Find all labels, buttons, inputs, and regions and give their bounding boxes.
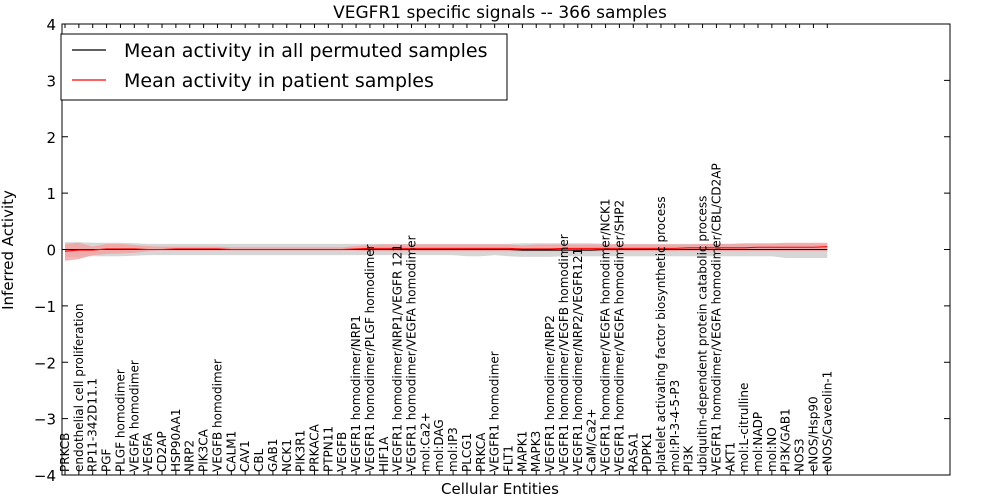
x-tick-label: VEGFR1 homodimer/NRP1/VEGFR 121 xyxy=(391,244,405,472)
y-tick-label: 0 xyxy=(46,242,56,260)
y-tick-label: 1 xyxy=(46,185,56,203)
x-tick-label: VEGFR1 homodimer xyxy=(488,351,502,472)
x-tick-label: platelet activating factor biosynthetic … xyxy=(654,196,668,472)
y-tick-label: 2 xyxy=(46,129,56,147)
x-tick-label: NOS3 xyxy=(793,438,807,472)
x-tick-label: VEGFR1 homodimer/NRP1 xyxy=(349,315,363,472)
legend: Mean activity in all permuted samples Mea… xyxy=(60,33,508,101)
x-axis-label: Cellular Entities xyxy=(441,480,559,498)
x-tick-label: VEGFA xyxy=(141,432,155,472)
x-tick-label: PI3K/GAB1 xyxy=(779,408,793,472)
x-tick-label: VEGFR1 homodimer/NRP2 xyxy=(543,315,557,472)
x-tick-label: PLCG1 xyxy=(460,433,474,472)
legend-label: Mean activity in patient samples xyxy=(124,70,434,92)
y-tick-label: −1 xyxy=(34,298,56,316)
y-axis-label: Inferred Activity xyxy=(0,190,17,310)
x-tick-label: PRKCA xyxy=(474,432,488,472)
x-axis: PRKCB endothelial cell proliferation RP11-… xyxy=(58,24,834,475)
y-tick-label: 3 xyxy=(46,72,56,90)
x-tick-label: PGF xyxy=(100,448,114,472)
x-tick-label: VEGFR1 homodimer/VEGFB homodimer xyxy=(557,234,571,472)
x-tick-label: VEGFB xyxy=(335,432,349,472)
y-tick-label: 4 xyxy=(46,16,56,34)
x-tick-label: VEGFR1 homodimer/PLGF homodimer xyxy=(363,244,377,472)
x-tick-label: HSP90AA1 xyxy=(169,408,183,472)
x-tick-label: VEGFR1 homodimer/VEGFA homodimer xyxy=(405,235,419,472)
y-tick-label: −4 xyxy=(34,467,56,485)
x-tick-label: PIK3R1 xyxy=(294,430,308,472)
x-tick-label: mol:NADP xyxy=(751,412,765,472)
x-tick-label: NCK1 xyxy=(280,439,294,472)
x-tick-label: mol:Ca2+ xyxy=(418,412,432,472)
x-tick-label: VEGFA homodimer xyxy=(127,360,141,472)
chart-title: VEGFR1 specific signals -- 366 samples xyxy=(333,3,667,23)
x-tick-label: VEGFR1 homodimer/VEGFA homodimer/SHP2 xyxy=(612,200,626,472)
x-tick-label: RASA1 xyxy=(626,432,640,472)
x-tick-label: PDPK1 xyxy=(640,433,654,472)
x-tick-label: endothelial cell proliferation xyxy=(72,304,86,472)
x-tick-label: MAPK1 xyxy=(515,431,529,472)
x-tick-label: mol:L-citrulline xyxy=(737,383,751,472)
x-tick-label: ubiquitin-dependent protein catabolic pr… xyxy=(696,196,710,472)
x-tick-label: HIF1A xyxy=(377,436,391,472)
x-tick-label: PTPN11 xyxy=(321,426,335,472)
series-lines xyxy=(64,246,828,252)
x-tick-label: VEGFR1 homodimer/NRP2/VEGFR121 xyxy=(571,248,585,472)
x-tick-label: PRKCB xyxy=(58,433,72,472)
x-tick-label: mol:IP3 xyxy=(446,427,460,472)
y-axis: 4 3 2 1 0 −1 −2 −3 −4 xyxy=(34,16,950,485)
x-tick-label: PIK3CA xyxy=(197,428,211,472)
x-tick-label: eNOS/Caveolin-1 xyxy=(820,371,834,472)
x-tick-label: NRP2 xyxy=(183,440,197,472)
y-tick-label: −2 xyxy=(34,354,56,372)
series-line-permuted xyxy=(65,248,828,251)
x-tick-label: RP11-342D11.1 xyxy=(86,378,100,472)
x-tick-label: mol:PI-3-4-5-P3 xyxy=(668,380,682,472)
x-tick-label: GAB1 xyxy=(266,439,280,472)
x-tick-label: eNOS/Hsp90 xyxy=(806,396,820,472)
x-tick-label: CAV1 xyxy=(238,440,252,472)
x-tick-label: FLT1 xyxy=(502,445,516,472)
legend-label: Mean activity in all permuted samples xyxy=(124,40,487,62)
y-tick-label: −3 xyxy=(34,411,56,429)
x-tick-label: CD2AP xyxy=(155,431,169,472)
x-tick-label: CaM/Ca2+ xyxy=(585,408,599,472)
x-tick-label: mol:NO xyxy=(765,427,779,472)
x-tick-label: VEGFR1 homodimer/VEGFA homodimer/NCK1 xyxy=(599,198,613,472)
x-tick-label: VEGFR1 homodimer/VEGFA homodimer/CBL/CD2… xyxy=(709,163,723,472)
x-tick-label: CBL xyxy=(252,448,266,472)
band-patient xyxy=(65,242,828,261)
series-line-patient xyxy=(64,246,828,252)
x-tick-label: PI3K xyxy=(682,445,696,472)
legend-box xyxy=(60,33,508,101)
x-tick-label: AKT1 xyxy=(723,442,737,472)
x-tick-label: MAPK3 xyxy=(529,431,543,472)
x-tick-label: PRKACA xyxy=(307,423,321,472)
confidence-bands xyxy=(65,242,828,261)
x-tick-label: VEGFB homodimer xyxy=(210,359,224,472)
x-tick-label: CALM1 xyxy=(224,431,238,472)
x-tick-label: mol:DAG xyxy=(432,419,446,472)
x-tick-label: PLGF homodimer xyxy=(113,369,127,472)
